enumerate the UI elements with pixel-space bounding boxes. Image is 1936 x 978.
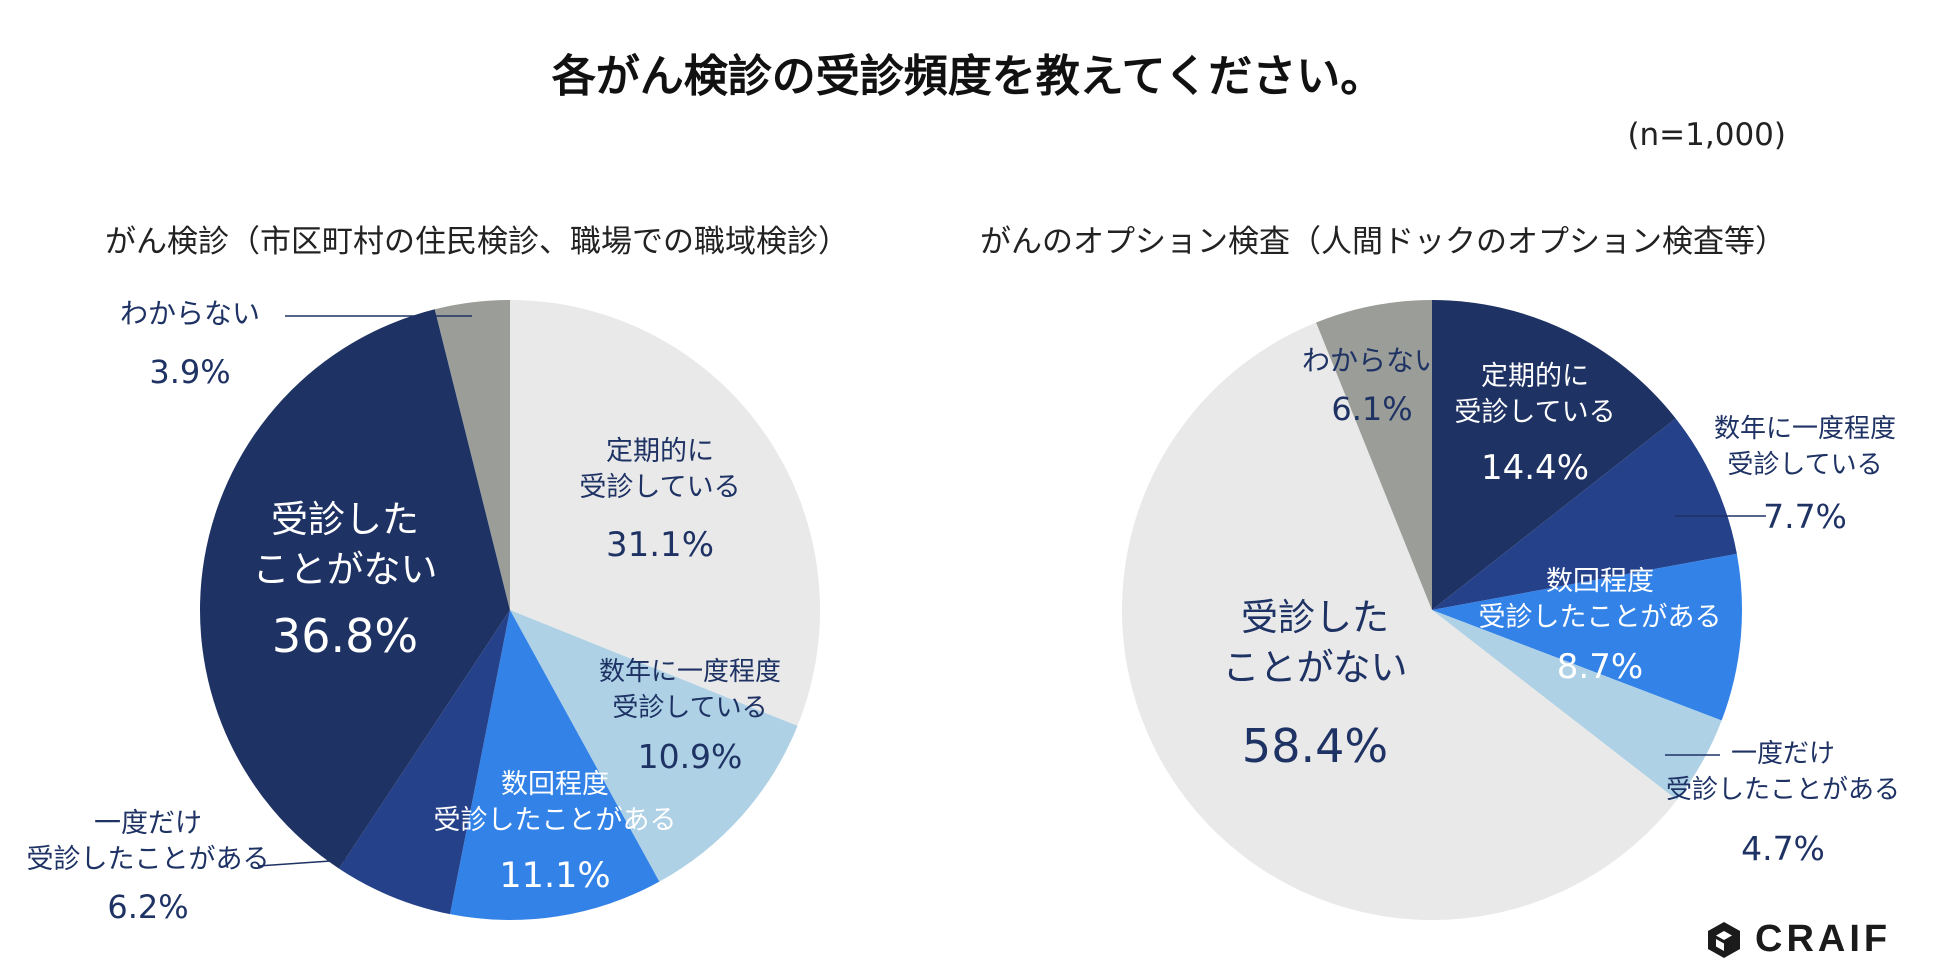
pie1-slice-4 [200, 309, 510, 869]
pie1-slice-0-label: 定期的に [606, 436, 714, 467]
pie2-slice-2-label: 数回程度 [1546, 566, 1654, 597]
pie2-slice-4-value: 58.4% [1242, 719, 1388, 773]
pie2-slice-2 [1432, 553, 1742, 721]
pie2-slice-1-label: 数年に一度程度 [1714, 414, 1896, 444]
pie1-slice-4-value: 36.8% [272, 609, 418, 663]
pie2-slice-4-label: 受診した [1241, 596, 1389, 639]
pie2-slice-1-value: 7.7% [1763, 497, 1847, 536]
pie1-slice-0-value: 31.1% [606, 525, 714, 565]
craif-logo-icon [1708, 921, 1740, 958]
pie2-slice-2-label: 受診したことがある [1479, 602, 1722, 633]
pie2-slice-3-value: 4.7% [1741, 829, 1825, 868]
pie1-slice-1-label: 数年に一度程度 [599, 657, 781, 687]
pie1-slice-2-label: 受診したことがある [434, 805, 677, 836]
pie1-slice-1-value: 10.9% [638, 737, 743, 776]
pie2-slice-1 [1432, 418, 1737, 610]
pie2-slice-1-label: 受診している [1727, 450, 1882, 480]
pie2-slice-0-label: 受診している [1454, 397, 1615, 428]
pie2-slice-3-label: 受診したことがある [1666, 775, 1900, 805]
pie2-slice-0-value: 14.4% [1481, 448, 1589, 488]
pie2-slice-4-label: ことがない [1223, 646, 1408, 689]
chart-title-option-test: がんのオプション検査（人間ドックのオプション検査等） [980, 224, 1786, 260]
pie1-slice-0-label: 受診している [579, 472, 740, 503]
pie2-slice-3 [1432, 610, 1722, 801]
pie1-slice-5-value: 3.9% [149, 353, 230, 391]
pie1-slice-3-value: 6.2% [107, 888, 188, 926]
pie1-slice-1 [510, 610, 798, 882]
pie2-slice-0-label: 定期的に [1481, 361, 1589, 392]
pie1-slice-3-label: 一度だけ [94, 808, 202, 839]
chart-title-cancer-screening: がん検診（市区町村の住民検診、職場での職域検診） [105, 224, 849, 260]
pie1-slice-3 [338, 610, 510, 915]
pie1-slice-2-value: 11.1% [499, 856, 610, 896]
pie2-slice-4 [1121, 322, 1677, 921]
pie1-slice-2 [449, 610, 660, 920]
pie1-slice-2-label: 数回程度 [501, 769, 609, 800]
pie1-slice-0 [510, 300, 820, 726]
pie1-leader-line-3 [257, 859, 346, 867]
pie1-slice-5 [434, 300, 510, 610]
pie1-slice-1-label: 受診している [612, 693, 767, 723]
pie2-slice-0 [1432, 300, 1676, 610]
pie2-slice-5-label: わからない [1302, 344, 1442, 377]
pie2-slice-5-value: 6.1% [1331, 390, 1412, 428]
pie1-slice-4-label: 受診した [271, 498, 419, 541]
pie1-slice-3-label: 受診したことがある [27, 844, 270, 875]
pie1-slice-5-label: わからない [120, 297, 260, 330]
pie1-slice-4-label: ことがない [253, 548, 438, 591]
sample-size-note: (n=1,000) [1627, 117, 1786, 153]
craif-logo-text: CRAIF [1755, 918, 1892, 960]
pie2-slice-3-label: 一度だけ [1731, 739, 1835, 769]
pie2-slice-5 [1316, 300, 1432, 610]
page-title: 各がん検診の受診頻度を教えてください。 [551, 51, 1385, 102]
craif-logo: CRAIF [1705, 918, 1891, 961]
pie2-slice-2-value: 8.7% [1557, 647, 1643, 687]
